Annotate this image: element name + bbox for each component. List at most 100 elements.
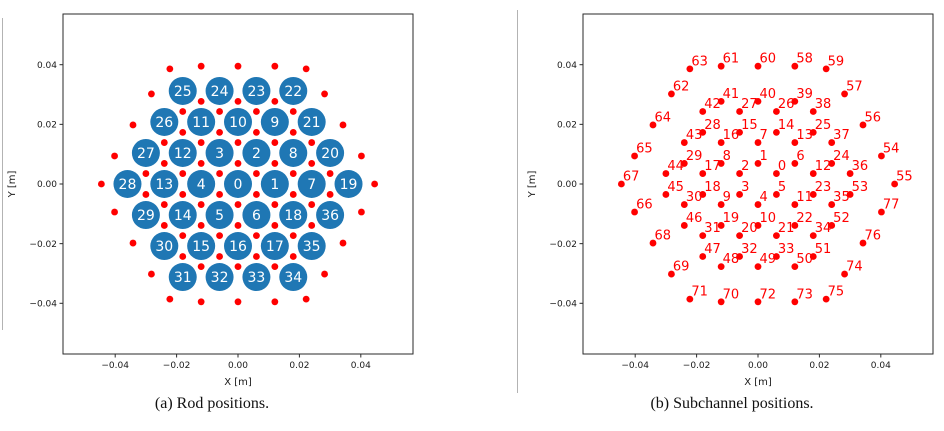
subchannel-number-label: 77 [883,198,900,213]
subchannel-dot [179,170,187,177]
subchannel-dot [617,180,625,188]
subchannel-dot [234,298,242,306]
subchannel-number-label: 45 [667,180,684,195]
subchannel-number-label: 13 [796,128,813,143]
subchannel-dot [631,152,638,160]
subchannel-number-label: 36 [852,159,869,174]
rod-number-label: 16 [229,239,247,255]
rod-marker [168,263,197,292]
subchannel-dot [271,201,279,208]
subchannel-number-label: 11 [796,190,813,205]
rod-number-label: 9 [270,115,279,131]
subchannel-dot [308,160,316,167]
subchannel-dot [686,295,694,303]
subchannel-dot [717,222,725,229]
subchannel-dot [859,239,867,247]
rod-number-label: 22 [284,84,302,100]
subchannel-dot [699,170,707,177]
subchannel-dot [97,180,105,188]
subchannel-dot [302,295,310,303]
subchannel-number-label: 40 [760,87,777,102]
rod-number-label: 11 [192,115,210,131]
subchannel-dot [828,201,836,208]
subchannel-number-label: 70 [723,287,740,302]
subchannel-dot [289,170,297,177]
subchannel-dot [148,90,155,98]
subchannel-dot [828,222,836,229]
x-axis-title: X [m] [224,377,252,388]
rod-number-label: 34 [284,270,302,286]
subchannel-dot [699,191,707,198]
subchannel-number-label: 23 [815,180,832,195]
subchannel-number-label: 3 [741,180,749,195]
subchannel-dot [234,263,242,271]
subchannel-dot [736,129,743,136]
subchannel-dot [111,152,118,160]
subchannel-dot [326,191,334,198]
subchannel-dot [891,180,899,188]
subchannel-number-label: 6 [796,149,804,164]
subchannel-dot [773,129,780,136]
subchannel-dot [846,170,854,177]
subchannel-dot [736,232,743,239]
x-tick-label: 0.00 [748,361,768,371]
subchannel-number-label: 38 [815,97,832,112]
subchannel-dot [160,139,168,146]
rod-marker [279,76,308,105]
subchannel-dot [822,65,830,73]
subchannel-dot [736,253,743,260]
subchannel-number-label: 74 [846,260,863,275]
x-tick-label: −0.02 [163,361,191,371]
rod-marker [260,170,289,198]
subchannel-positions-plot: −0.04 −0.02 0.00 0.02 0.04 −0.04 −0.02 0.00 0.02… [527,13,934,388]
subchannel-dot [773,108,780,115]
rod-number-label: 8 [289,146,298,162]
subchannel-dot [358,208,365,216]
subchannel-dot [736,191,743,198]
subchannel-number-label: 68 [655,229,672,244]
rod-marker [279,201,308,230]
rod-marker [168,138,197,167]
subchannel-dot [160,201,168,208]
subchannel-dot [166,295,174,303]
subchannel-dot [308,139,316,146]
x-tick-label: −0.02 [683,361,711,371]
subchannel-dot [754,160,762,167]
subchannel-number-label: 60 [760,52,777,67]
subchannel-number-label: 26 [778,97,795,112]
subchannel-dot [216,129,223,136]
rod-marker [168,76,197,105]
subchannel-dot [160,222,168,229]
subchannel-dot [234,97,242,105]
subchannel-dot [631,208,638,216]
rod-number-label: 29 [137,208,155,224]
y-tick-label: −0.04 [29,299,57,309]
subchannel-dot [680,201,688,208]
subchannel-dot [179,253,187,260]
subchannel-dot [754,201,762,208]
page-edge-rule [2,18,3,330]
subchannel-number-label: 0 [778,159,786,174]
subchannel-number-label: 61 [723,52,740,67]
subchannel-dot [216,170,223,177]
subchannel-dot [791,263,799,271]
x-tick-label: 0.04 [351,361,371,371]
subchannel-dot [699,232,707,239]
rod-number-label: 21 [303,115,321,131]
subchannel-dot [197,298,205,306]
subchannel-dot [828,160,836,167]
rod-marker [113,170,142,198]
subchannel-dot [321,270,328,278]
subchannel-dot [668,270,675,278]
subchannel-dot [717,62,725,70]
subchannel-dot [791,201,799,208]
rod-marker [297,232,326,261]
subchannel-dot [166,65,174,73]
subchannel-dot [859,121,867,129]
subchannel-dot [271,62,279,70]
y-axis-title: Y [m] [7,170,18,198]
subchannel-dot [773,253,780,260]
subchannel-dot [662,170,670,177]
rod-number-label: 4 [197,177,206,193]
subchannel-dot [339,121,347,129]
